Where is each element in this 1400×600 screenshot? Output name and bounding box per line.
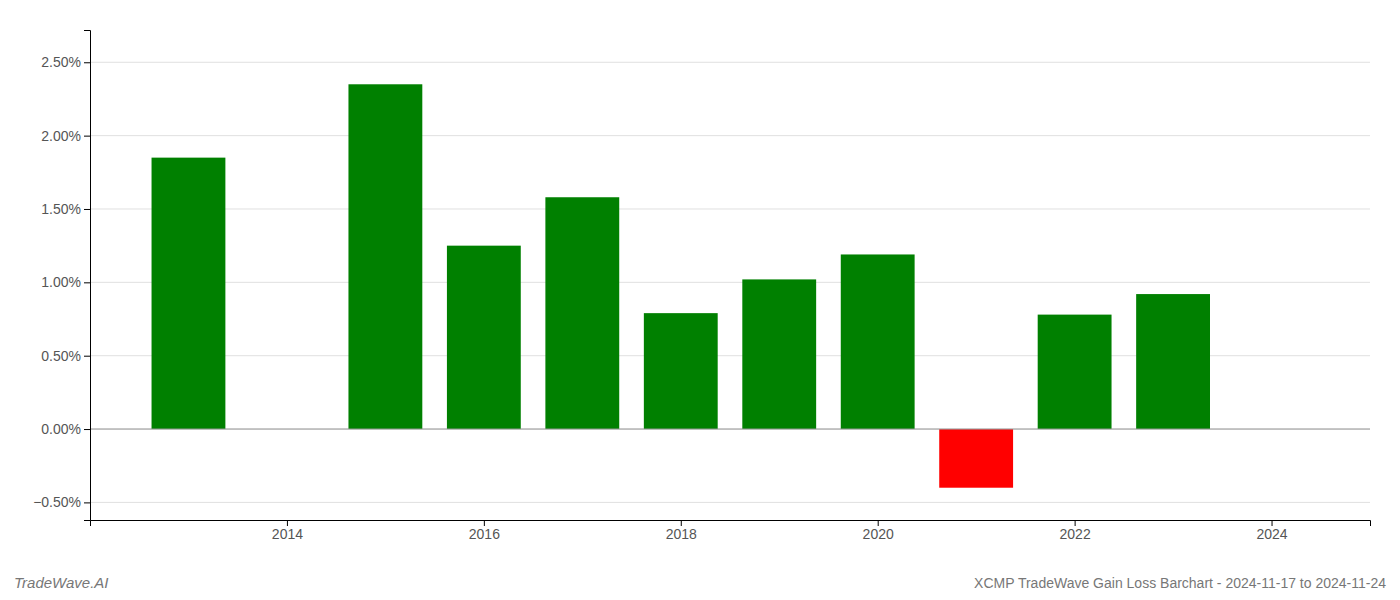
grid-line [90,282,1370,283]
bar [545,197,619,429]
y-tick: 1.00% [41,274,90,290]
y-tick-mark [84,136,90,137]
grid [90,62,1370,502]
y-tick-label: 2.50% [41,54,81,70]
y-axis: −0.50% 0.00% 0.50% 1.00% 1.50% 2.00% 2.50% [33,31,90,521]
y-tick-mark [84,62,90,63]
grid-line [90,135,1370,136]
y-tick: −0.50% [33,494,90,510]
chart-svg: 2014 2016 2018 2020 2022 2024 −0.50% 0.00% 0.50%… [0,0,1400,600]
y-tick: 2.50% [41,54,90,70]
bar [841,254,915,429]
bar [152,158,226,429]
x-tick: 2022 [1060,520,1091,542]
bar [1136,294,1210,429]
bar [447,246,521,429]
title: XCMP TradeWave Gain Loss Barchart - 2024… [974,575,1386,591]
x-axis: 2014 2016 2018 2020 2022 2024 [91,520,1371,542]
y-tick: 0.50% [41,348,90,364]
y-tick-label: 1.00% [41,274,81,290]
y-tick: 1.50% [41,201,90,217]
y-tick-mark [84,502,90,503]
x-tick: 2014 [272,520,303,542]
grid-line [90,208,1370,209]
watermark: TradeWave.AI [14,574,108,591]
bar [348,84,422,429]
y-tick-label: 1.50% [41,201,81,217]
x-tick-label: 2020 [863,526,894,542]
chart-container: 2014 2016 2018 2020 2022 2024 −0.50% 0.00% 0.50%… [0,0,1400,600]
x-tick-label: 2018 [666,526,697,542]
x-tick: 2024 [1256,520,1287,542]
y-tick-mark [84,356,90,357]
y-tick-mark [84,209,90,210]
bar [742,279,816,429]
grid-line [90,502,1370,503]
y-tick: 0.00% [41,421,90,437]
x-tick-label: 2014 [272,526,303,542]
plot-area [152,84,1210,487]
x-tick: 2020 [863,520,894,542]
bar [939,429,1013,488]
y-tick-label: 2.00% [41,128,81,144]
y-axis-line [84,31,91,521]
y-tick-label: −0.50% [33,494,81,510]
y-tick-label: 0.50% [41,348,81,364]
y-tick-label: 0.00% [41,421,81,437]
grid-line [90,429,1370,430]
y-tick: 2.00% [41,128,90,144]
x-tick-label: 2024 [1256,526,1287,542]
x-tick-label: 2022 [1060,526,1091,542]
bar [644,313,718,429]
y-tick-mark [84,282,90,283]
x-tick: 2018 [666,520,697,542]
x-tick-label: 2016 [469,526,500,542]
bar [1038,315,1112,429]
y-tick-mark [84,429,90,430]
zero-line [90,429,1370,430]
x-tick: 2016 [469,520,500,542]
grid-line [90,62,1370,63]
